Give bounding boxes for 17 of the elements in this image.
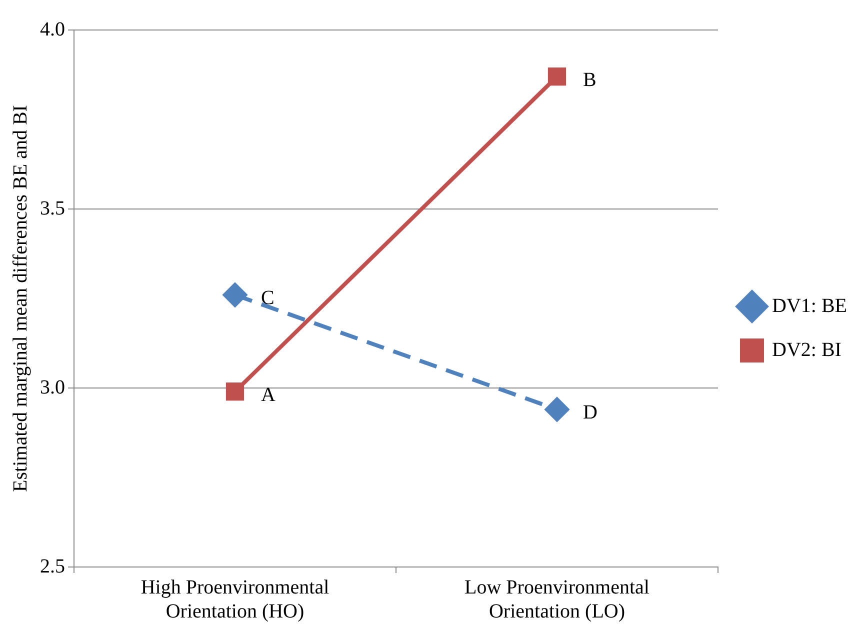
point — [226, 382, 244, 401]
y-tick-label: 3.0 — [40, 376, 65, 398]
y-tick-label: 2.5 — [40, 555, 65, 578]
legend-label: DV2: BI — [772, 338, 842, 361]
annotation: C — [261, 287, 274, 310]
annotation: D — [583, 402, 598, 424]
x-tick-label: Low Proenvironmental Orientation (LO) — [464, 576, 650, 622]
y-tick-label: 3.5 — [40, 197, 65, 220]
x-tick-label: High Proenvironmental Orientation (HO) — [140, 576, 330, 622]
y-tick-label: 4.0 — [40, 18, 65, 40]
annotation: A — [261, 384, 276, 406]
y-axis-title: Estimated marginal mean differences BE and BI — [9, 105, 32, 492]
legend-label: DV1: BE — [772, 294, 847, 317]
annotation: B — [583, 68, 596, 91]
point — [545, 397, 569, 422]
point — [223, 282, 247, 307]
point — [548, 67, 566, 86]
